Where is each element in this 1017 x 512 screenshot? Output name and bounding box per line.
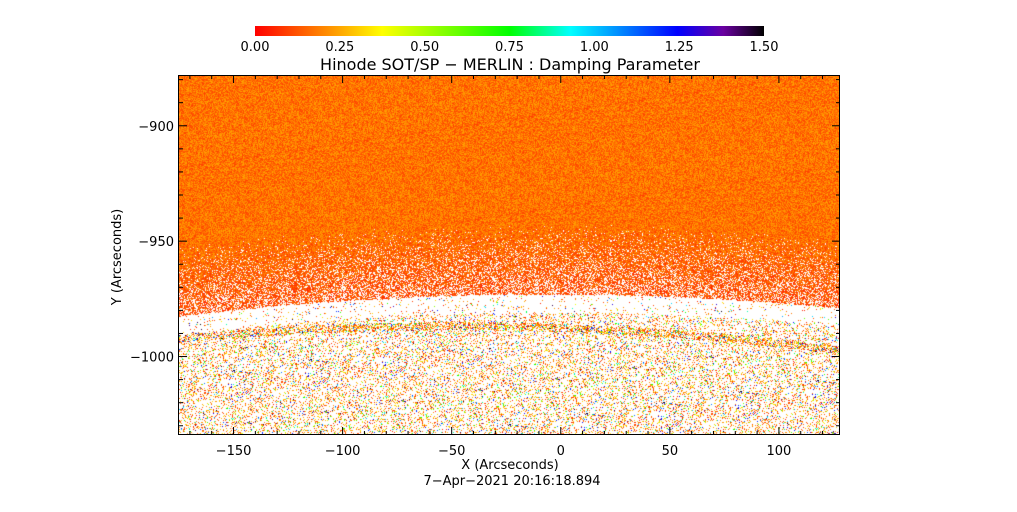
x-tick-label: 50 <box>662 444 679 459</box>
colorbar-tick-label: 0.50 <box>410 40 439 55</box>
timestamp-label: 7−Apr−2021 20:16:18.894 <box>423 474 600 489</box>
colorbar-tick-label: 0.25 <box>325 40 354 55</box>
x-tick-label: −150 <box>216 444 252 459</box>
y-tick-label: −1000 <box>130 351 174 366</box>
y-tick-label: −900 <box>138 120 174 135</box>
x-axis-label: X (Arcseconds) <box>461 458 558 473</box>
colorbar <box>255 26 764 36</box>
plot-frame <box>178 75 840 435</box>
x-tick-label: 100 <box>767 444 792 459</box>
x-axis-ticks: −150 −100 −50 0 50 100 <box>189 75 824 459</box>
x-tick-label: −50 <box>438 444 465 459</box>
colorbar-tick-label: 1.25 <box>665 40 694 55</box>
colorbar-tick-label: 0.75 <box>495 40 524 55</box>
chart-title: Hinode SOT/SP − MERLIN : Damping Paramet… <box>320 55 700 74</box>
y-axis-label: Y (Arcseconds) <box>110 209 125 306</box>
x-tick-label: −100 <box>325 444 361 459</box>
heatmap-image <box>179 75 840 435</box>
y-axis-ticks: −900 −950 −1000 <box>130 79 840 427</box>
colorbar-tick-label: 1.50 <box>750 40 779 55</box>
x-tick-label: 0 <box>557 444 565 459</box>
y-tick-label: −950 <box>138 235 174 250</box>
colorbar-tick-label: 0.00 <box>241 40 270 55</box>
colorbar-tick-label: 1.00 <box>580 40 609 55</box>
colorbar-ticks: 0.00 0.25 0.50 0.75 1.00 1.25 1.50 <box>241 40 779 55</box>
